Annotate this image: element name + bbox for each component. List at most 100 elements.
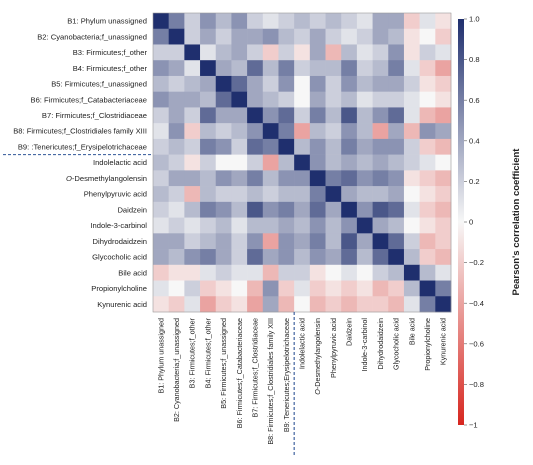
heatmap-cell: [262, 13, 279, 30]
heatmap-cell: [356, 280, 373, 297]
heatmap-cell: [435, 296, 452, 313]
heatmap-cell: [153, 138, 169, 155]
heatmap-cell: [435, 123, 452, 140]
heatmap-cell: [403, 170, 420, 187]
heatmap-cell: [278, 28, 295, 45]
heatmap-cell: [356, 170, 373, 187]
heatmap-cell: [231, 44, 248, 61]
heatmap-cell: [341, 296, 358, 313]
heatmap-cell: [200, 233, 217, 250]
heatmap-cell: [168, 75, 185, 92]
heatmap-cell: [388, 91, 405, 108]
heatmap-cell: [372, 154, 389, 171]
heatmap-cell: [388, 264, 405, 281]
heatmap-cells: [153, 13, 452, 313]
heatmap-cell: [184, 249, 201, 266]
heatmap-cell: [309, 138, 326, 155]
heatmap-cell: [215, 217, 232, 234]
row-label: Indolelactic acid: [93, 158, 147, 167]
heatmap-cell: [419, 28, 436, 45]
heatmap-cell: [325, 44, 342, 61]
heatmap-cell: [356, 233, 373, 250]
heatmap-cell: [372, 91, 389, 108]
heatmap-cell: [388, 13, 405, 30]
heatmap-cell: [372, 201, 389, 218]
heatmap-cell: [278, 13, 295, 30]
heatmap-cell: [278, 264, 295, 281]
column-label: B7: Firmicutes;f_Clostridiaceae: [250, 318, 259, 417]
heatmap-cell: [231, 296, 248, 313]
heatmap-frame: [152, 12, 452, 313]
colorbar-gradient: [458, 19, 464, 425]
heatmap-cell: [262, 60, 279, 77]
heatmap-cell: [419, 280, 436, 297]
heatmap-cell: [278, 186, 295, 203]
heatmap-cell: [341, 154, 358, 171]
heatmap-cell: [200, 107, 217, 124]
heatmap-cell: [435, 13, 452, 30]
heatmap-cell: [403, 91, 420, 108]
heatmap-cell: [184, 75, 201, 92]
heatmap-cell: [262, 233, 279, 250]
heatmap-cell: [419, 138, 436, 155]
heatmap-cell: [372, 28, 389, 45]
heatmap-cell: [153, 217, 169, 234]
column-labels: B1: Phylum unassigned B2: Cyanobacteria;f…: [156, 317, 447, 444]
heatmap-cell: [325, 186, 342, 203]
heatmap-cell: [356, 186, 373, 203]
heatmap-cell: [231, 107, 248, 124]
column-label: Dihydrodaidzein: [376, 318, 385, 370]
heatmap-cell: [231, 170, 248, 187]
heatmap-cell: [372, 217, 389, 234]
heatmap-cell: [325, 138, 342, 155]
heatmap-cell: [168, 107, 185, 124]
heatmap-cell: [372, 186, 389, 203]
heatmap-cell: [341, 75, 358, 92]
heatmap-cell: [262, 186, 279, 203]
heatmap-cell: [231, 91, 248, 108]
heatmap-cell: [294, 217, 311, 234]
heatmap-cell: [184, 91, 201, 108]
heatmap-cell: [388, 170, 405, 187]
heatmap-cell: [231, 123, 248, 140]
heatmap-cell: [403, 186, 420, 203]
heatmap-cell: [215, 75, 232, 92]
heatmap-cell: [184, 154, 201, 171]
heatmap-cell: [200, 296, 217, 313]
heatmap-cell: [341, 249, 358, 266]
heatmap-cell: [215, 60, 232, 77]
heatmap-cell: [435, 249, 452, 266]
heatmap-cell: [294, 44, 311, 61]
heatmap-cell: [388, 201, 405, 218]
heatmap-cell: [215, 123, 232, 140]
heatmap-cell: [356, 154, 373, 171]
heatmap-cell: [388, 123, 405, 140]
heatmap-cell: [215, 280, 232, 297]
heatmap-cell: [215, 154, 232, 171]
heatmap-cell: [262, 201, 279, 218]
heatmap-cell: [184, 170, 201, 187]
heatmap-cell: [372, 107, 389, 124]
heatmap-cell: [231, 138, 248, 155]
heatmap-cell: [403, 217, 420, 234]
heatmap-cell: [168, 186, 185, 203]
heatmap-cell: [309, 91, 326, 108]
heatmap-cell: [168, 249, 185, 266]
heatmap-cell: [435, 170, 452, 187]
heatmap-cell: [372, 44, 389, 61]
heatmap-cell: [435, 186, 452, 203]
heatmap-cell: [372, 123, 389, 140]
heatmap-cell: [356, 44, 373, 61]
heatmap-cell: [278, 217, 295, 234]
heatmap-cell: [278, 75, 295, 92]
heatmap-cell: [262, 138, 279, 155]
heatmap-cell: [262, 249, 279, 266]
row-label: Daidzein: [117, 205, 147, 214]
heatmap-cell: [215, 107, 232, 124]
heatmap-cell: [231, 186, 248, 203]
heatmap-cell: [200, 154, 217, 171]
heatmap-cell: [294, 249, 311, 266]
heatmap-cell: [153, 75, 169, 92]
colorbar-tick-label: 0.8: [469, 55, 480, 64]
heatmap-cell: [419, 170, 436, 187]
